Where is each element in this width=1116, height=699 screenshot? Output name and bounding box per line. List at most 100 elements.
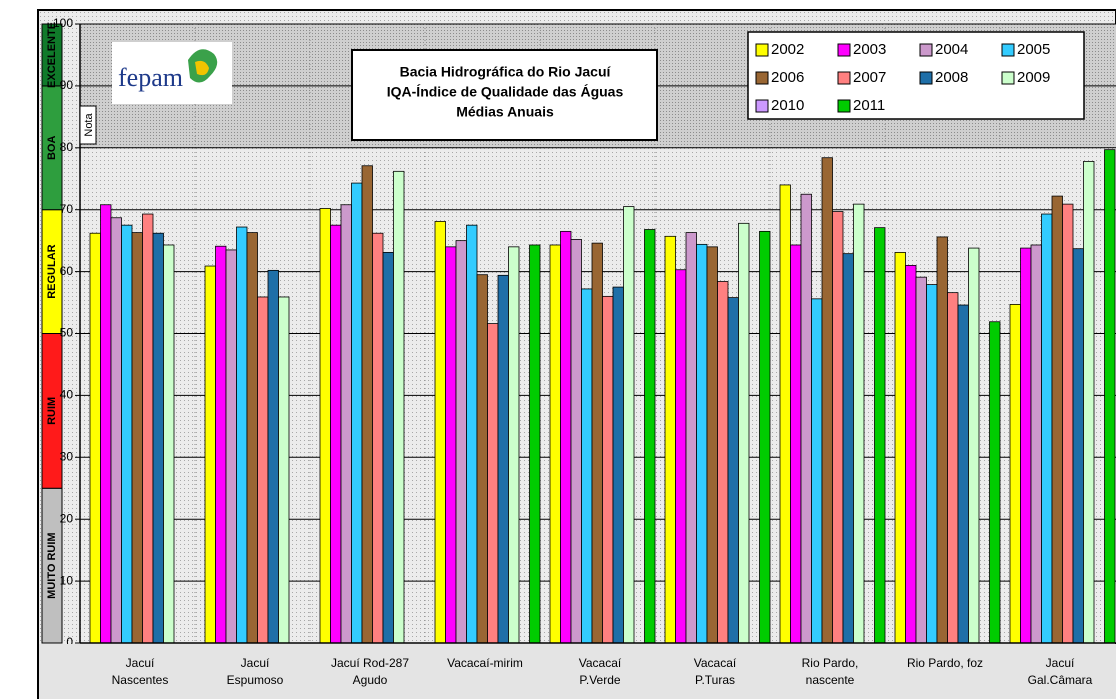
bar <box>163 244 175 644</box>
x-tick-label: Vacacaí <box>694 656 737 670</box>
bar <box>570 239 582 644</box>
y-tick-label: 20 <box>60 511 74 525</box>
y-tick-label: 60 <box>60 264 74 278</box>
quality-band <box>41 23 63 87</box>
title-box <box>351 49 658 141</box>
bar <box>717 281 729 644</box>
x-tick-label: Rio Pardo, foz <box>907 656 983 670</box>
bar <box>800 193 812 644</box>
x-tick-label: Espumoso <box>227 673 284 687</box>
legend-swatch <box>1001 43 1015 57</box>
bar <box>874 227 886 644</box>
legend-label: 2011 <box>853 97 885 114</box>
bar <box>790 244 802 644</box>
bar <box>759 230 771 644</box>
bar <box>319 208 331 644</box>
bar <box>142 213 154 644</box>
bar <box>382 252 394 644</box>
bar <box>445 246 457 644</box>
y-tick-label: 0 <box>66 635 73 649</box>
bar <box>110 217 122 644</box>
bar <box>529 244 541 644</box>
bar <box>340 204 352 644</box>
y-tick-label: 40 <box>60 388 74 402</box>
bar <box>225 249 237 644</box>
x-tick-label: P.Turas <box>695 673 735 687</box>
quality-band-label: MUITO RUIM <box>46 532 58 598</box>
x-tick-label: P.Verde <box>579 673 620 687</box>
legend-swatch <box>755 99 769 113</box>
quality-band-label: BOA <box>46 136 58 161</box>
bar <box>832 211 844 644</box>
legend-swatch <box>755 43 769 57</box>
bar <box>100 204 112 644</box>
bar <box>706 246 718 644</box>
bar <box>915 276 927 644</box>
bar <box>393 170 405 644</box>
bar <box>738 222 750 644</box>
legend-label: 2007 <box>853 69 886 86</box>
bar <box>361 165 373 644</box>
bar <box>330 224 342 644</box>
bar <box>372 232 384 644</box>
bar <box>508 246 520 644</box>
bar <box>351 182 363 644</box>
chart-title: IQA-Índice de Qualidade das Águas <box>387 84 624 100</box>
x-tick-label: Rio Pardo, <box>802 656 859 670</box>
x-tick-label: Gal.Câmara <box>1028 673 1093 687</box>
x-tick-label: nascente <box>806 673 855 687</box>
x-tick-label: Vacacaí <box>579 656 622 670</box>
y-tick-label: 10 <box>60 573 74 587</box>
legend-swatch <box>1001 71 1015 85</box>
bar <box>602 295 614 644</box>
bar <box>821 157 833 644</box>
y-axis-label: Nota <box>83 113 95 137</box>
bar <box>497 274 509 644</box>
quality-band-label: RUIM <box>46 397 58 425</box>
legend-label: 2010 <box>771 97 804 114</box>
legend-label: 2006 <box>771 69 804 86</box>
x-label-area <box>39 644 1116 699</box>
legend-swatch <box>837 99 851 113</box>
bar <box>1062 203 1074 644</box>
bar <box>204 265 216 644</box>
bar <box>675 269 687 644</box>
bar <box>811 298 823 644</box>
y-label-box <box>79 105 97 145</box>
quality-band-label: REGULAR <box>46 244 58 298</box>
bar <box>696 243 708 644</box>
bar <box>779 184 791 644</box>
y-tick-label: 90 <box>60 78 74 92</box>
legend-label: 2009 <box>1017 69 1050 86</box>
y-tick-label: 100 <box>53 16 73 30</box>
bar <box>968 247 980 644</box>
y-tick-label: 30 <box>60 449 74 463</box>
bar <box>591 242 603 644</box>
chart-title: Bacia Hidrográfica do Rio Jacuí <box>400 64 612 80</box>
bar <box>1020 247 1032 644</box>
legend-label: 2002 <box>771 41 804 58</box>
bar <box>842 253 854 644</box>
bar <box>487 323 499 644</box>
bar <box>215 245 227 644</box>
bar <box>476 274 488 644</box>
legend-label: 2003 <box>853 41 886 58</box>
quality-band-label: EXCELENTE <box>46 22 58 88</box>
x-tick-label: Vacacaí-mirim <box>447 656 523 670</box>
bar <box>905 265 917 644</box>
bar <box>853 203 865 644</box>
bar <box>1041 213 1053 644</box>
bar <box>121 224 133 644</box>
bar <box>1009 304 1021 644</box>
x-tick-label: Jacuí <box>1046 656 1075 670</box>
bar <box>685 232 697 644</box>
bar <box>131 232 143 644</box>
legend-label: 2004 <box>935 41 968 58</box>
bar <box>549 244 561 644</box>
bar <box>434 221 446 644</box>
bar <box>612 286 624 644</box>
bar <box>236 226 248 644</box>
bar <box>664 235 676 644</box>
bar <box>644 229 656 644</box>
